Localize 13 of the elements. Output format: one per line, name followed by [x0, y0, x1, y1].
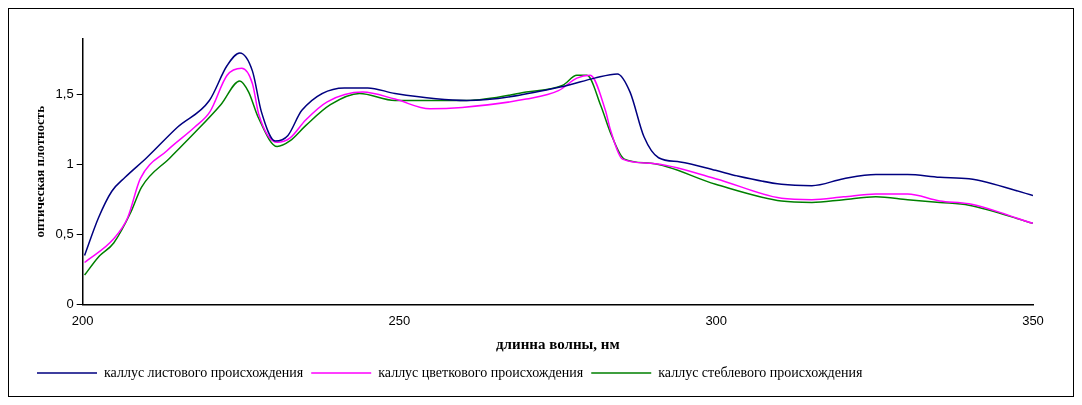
x-tick-label: 350	[1022, 312, 1044, 328]
x-axis-title: длинна волны, нм	[496, 335, 620, 352]
y-tick-label: 0,5	[55, 226, 74, 242]
legend-label: каллус листового происхождения	[104, 364, 304, 380]
legend-label: каллус цветкового происхождения	[378, 364, 584, 380]
y-tick-label: 0	[66, 295, 74, 311]
y-axis-title: оптическая плотность	[32, 105, 48, 238]
y-tick-label: 1	[66, 156, 74, 172]
x-tick-label: 250	[388, 312, 411, 328]
x-tick-label: 200	[71, 312, 94, 328]
y-tick-label: 1,5	[55, 86, 74, 102]
x-tick-label: 300	[705, 312, 728, 328]
legend-label: каллус стеблевого происхождения	[658, 364, 863, 380]
